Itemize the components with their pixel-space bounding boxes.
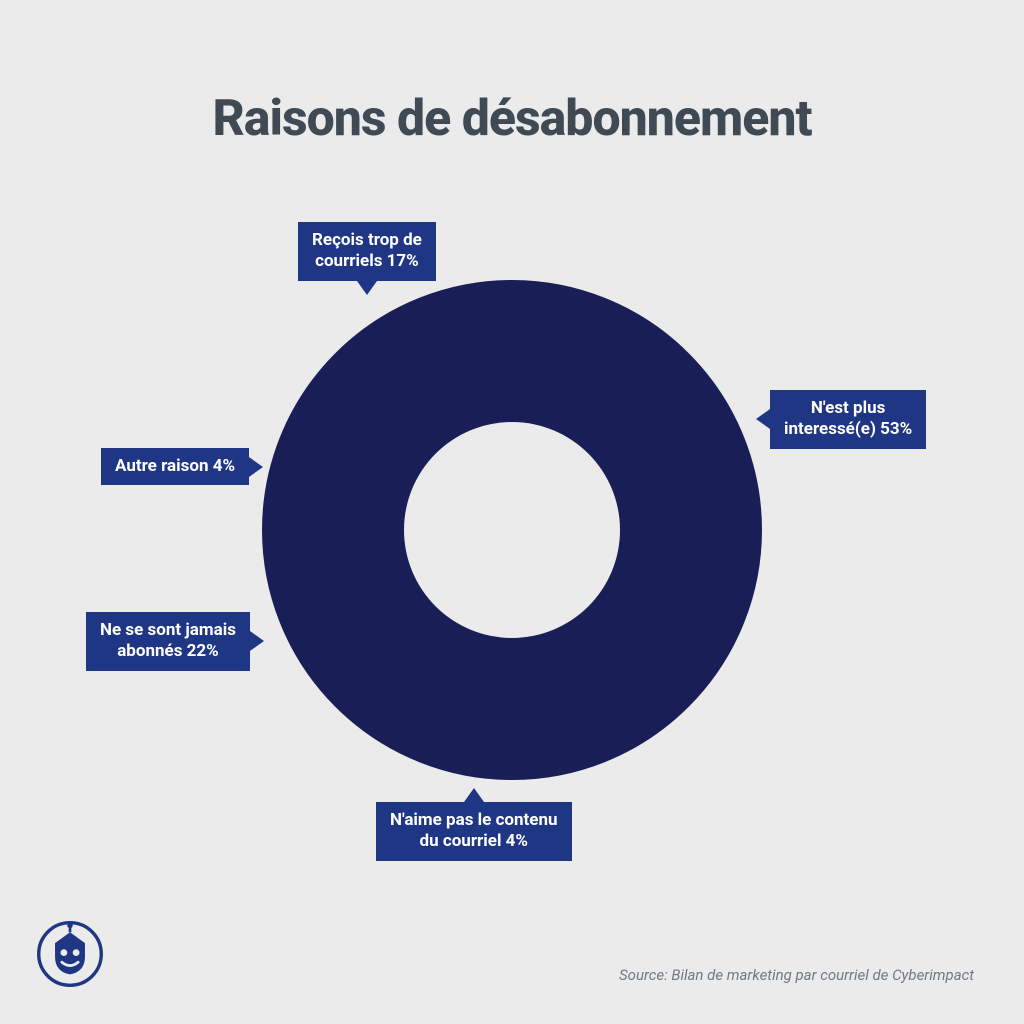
chart-title: Raisons de désabonnement — [0, 90, 1024, 148]
slice-label-3: Autre raison 4% — [101, 448, 249, 485]
donut-chart — [262, 280, 762, 780]
slice-label-4: Reçois trop de courriels 17% — [298, 222, 436, 281]
brand-logo-icon — [36, 920, 104, 988]
donut-hole — [404, 422, 620, 638]
slice-label-0: N'est plus interessé(e) 53% — [770, 390, 926, 449]
source-caption: Source: Bilan de marketing par courriel … — [619, 966, 974, 984]
slice-label-1: N'aime pas le contenu du courriel 4% — [376, 802, 572, 861]
slice-label-2: Ne se sont jamais abonnés 22% — [86, 612, 250, 671]
